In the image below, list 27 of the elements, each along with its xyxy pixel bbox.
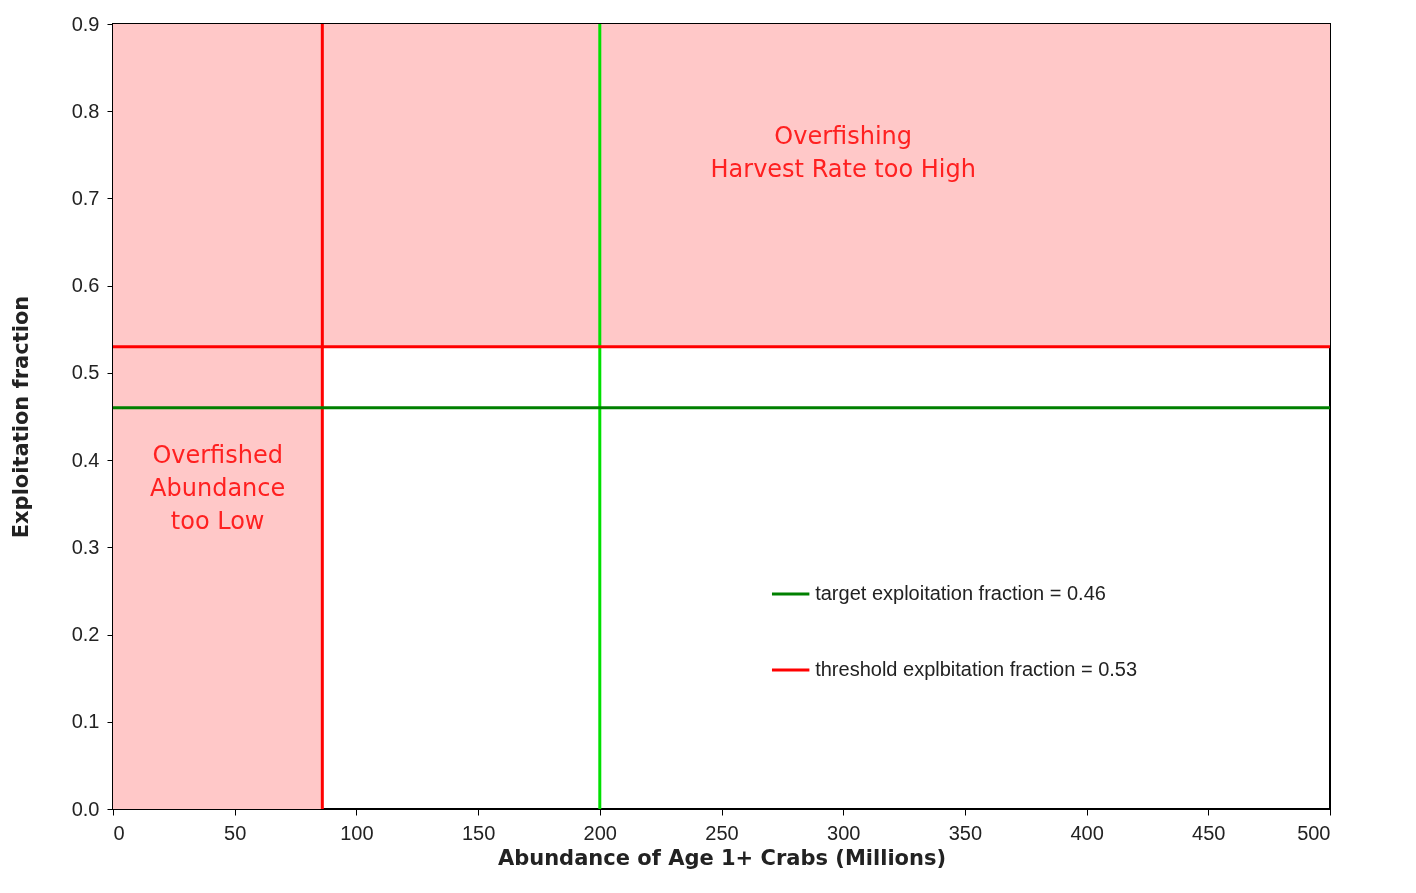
band-label: Overfishing Harvest Rate too High (710, 121, 976, 183)
x-tick-label: 500 (1297, 821, 1331, 844)
x-tick-label: 100 (340, 821, 374, 844)
legend-label: target exploitation fraction = 0.46 (815, 582, 1106, 604)
y-tick-label: 0.2 (71, 623, 100, 646)
y-tick-label: 0.8 (71, 99, 100, 122)
x-tick-label: 200 (583, 821, 617, 844)
x-axis-title: Abundance of Age 1+ Crabs (Millions) (497, 845, 947, 870)
y-axis-title: Exploitation fraction (8, 295, 33, 539)
y-tick-label: 0.1 (71, 710, 100, 733)
x-tick-label: 150 (461, 821, 496, 844)
y-tick-label: 0.3 (71, 535, 100, 558)
x-tick-label: 50 (224, 821, 247, 844)
x-tick-label: 300 (827, 821, 861, 844)
x-tick-label: 250 (705, 821, 739, 844)
y-tick-label: 0.7 (71, 186, 100, 209)
y-tick-label: 0.5 (71, 361, 100, 384)
y-tick-label: 0.6 (71, 274, 100, 297)
y-tick-label: 0.9 (71, 12, 100, 35)
x-tick-label: 450 (1192, 821, 1226, 844)
x-tick-label: 400 (1070, 821, 1104, 844)
y-tick-label: 0.0 (71, 797, 100, 820)
x-tick-label: 350 (948, 821, 983, 844)
y-tick-label: 0.4 (71, 448, 100, 471)
legend-label: threshold explbitation fraction = 0.53 (815, 658, 1138, 680)
x-tick-label: 0 (113, 821, 125, 844)
band-label: Overfished Abundance too Low (150, 440, 286, 535)
